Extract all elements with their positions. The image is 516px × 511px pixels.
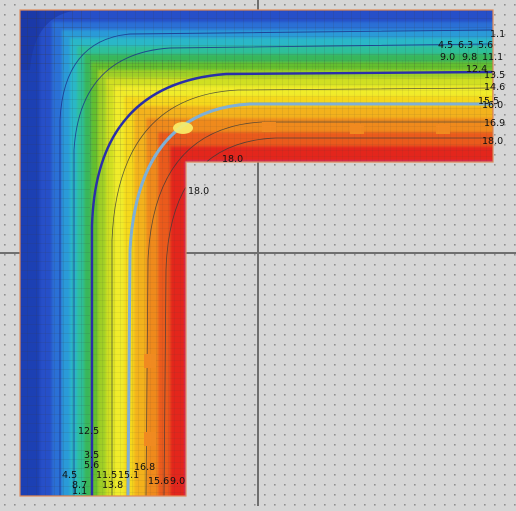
isotherm-label: 16.0: [482, 100, 503, 111]
isotherm-label: 13.8: [102, 480, 123, 491]
isotherm-label: 12.4: [466, 64, 487, 75]
isotherm-label: 11.1: [482, 52, 503, 63]
isotherm-label: 15.1: [118, 470, 139, 481]
hot-spot: [262, 122, 276, 132]
isotherm-label: 15.6: [148, 476, 169, 487]
specimen-outline: [19, 9, 494, 497]
isotherm-label: 6.3: [458, 40, 473, 51]
isotherm-label: 18.0: [482, 136, 503, 147]
isotherm-label: 11.5: [96, 470, 117, 481]
hot-spot: [144, 354, 156, 368]
hot-spot: [350, 124, 364, 134]
isotherm-label: 1.1: [490, 29, 505, 40]
isotherm-label: 8.7: [72, 480, 87, 491]
isotherm-label: 16.8: [134, 462, 155, 473]
isotherm-label: 5.6: [84, 460, 99, 471]
hot-spot: [436, 124, 450, 134]
isotherm-label: 3.5: [84, 450, 99, 461]
isotherm-label: 5.6: [478, 40, 493, 51]
isotherm-label: 12.5: [78, 426, 99, 437]
isotherm-label: 16.9: [484, 118, 505, 129]
isotherm-labels: 1.1 4.5 6.3 5.6 9.0 9.8 11.1 12.4 13.5 1…: [62, 29, 505, 497]
isotherm-label: 18.0: [188, 186, 209, 197]
hot-spot: [144, 432, 156, 446]
isotherm-label: 13.5: [484, 70, 505, 81]
isotherm-label: 14.6: [484, 82, 505, 93]
masonry-interface-line: [126, 102, 493, 496]
isotherm-label: 1.1: [72, 486, 87, 497]
insulation-boundary-line: [90, 70, 493, 496]
hot-spot: [173, 122, 193, 134]
isotherm-label: 4.5: [438, 40, 453, 51]
isotherm-label: 18.0: [222, 154, 243, 165]
isotherm-label: 9.0: [170, 476, 185, 487]
isotherm-label: 15.5: [478, 96, 499, 107]
isotherm-label: 9.8: [462, 52, 477, 63]
isotherm-label: 9.0: [440, 52, 455, 63]
isotherm-label: 4.5: [62, 470, 77, 481]
